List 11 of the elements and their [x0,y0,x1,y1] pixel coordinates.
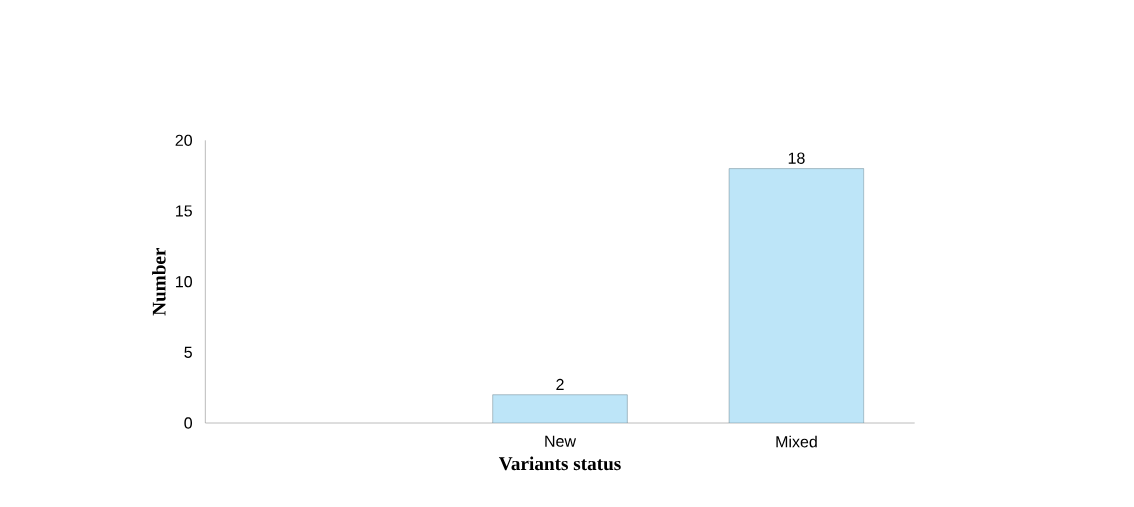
y-tick-label: 20 [175,134,193,146]
x-tick-label: Mixed [776,435,817,448]
y-tick-label: 10 [176,276,193,288]
y-tick-label: 5 [184,346,192,358]
y-tick-label: 15 [176,205,192,217]
data-label: 18 [788,152,805,164]
data-label: 2 [556,378,564,391]
x-axis-title: Variants status [498,456,621,471]
x-tick-label: New [545,435,577,447]
y-tick-label: 0 [184,417,193,429]
y-axis-title: Number [152,247,166,316]
